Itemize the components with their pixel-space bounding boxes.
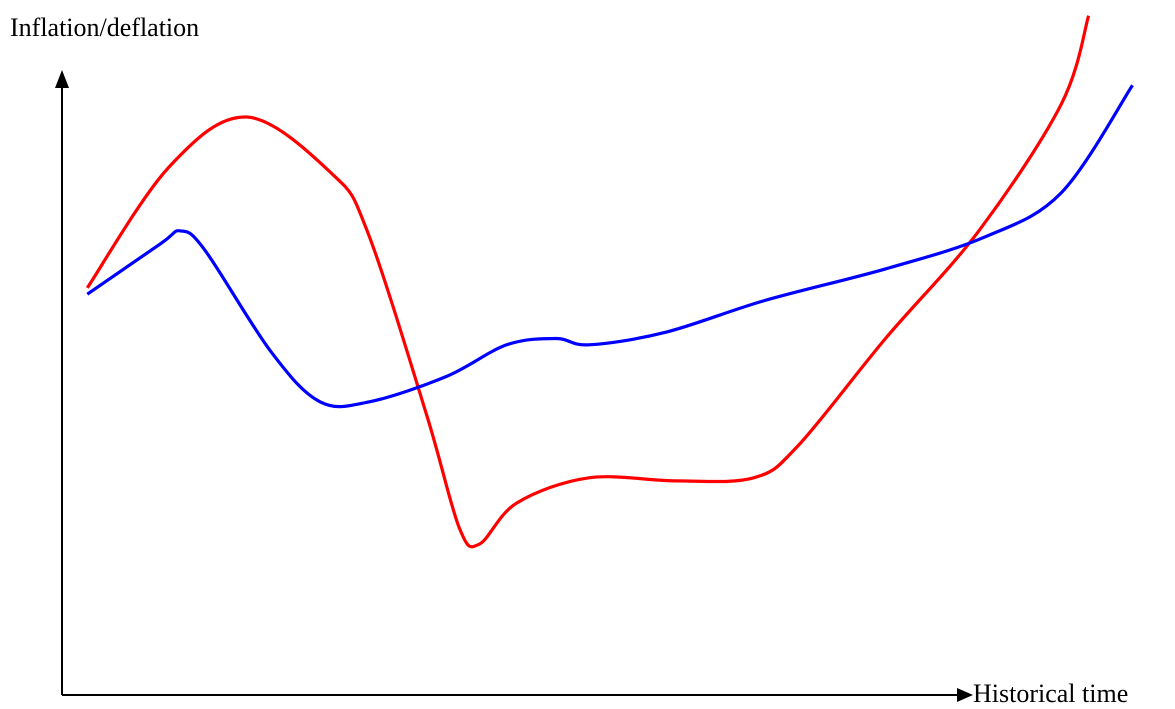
x-axis-label: Historical time xyxy=(973,679,1129,708)
series-line-1 xyxy=(85,15,1091,549)
axes xyxy=(55,70,973,702)
series-line-2 xyxy=(86,84,1134,409)
y-axis-label: Inflation/deflation xyxy=(10,13,200,42)
series-group xyxy=(85,15,1134,549)
x-axis-arrow-icon xyxy=(957,688,973,702)
y-axis-arrow-icon xyxy=(55,70,69,88)
